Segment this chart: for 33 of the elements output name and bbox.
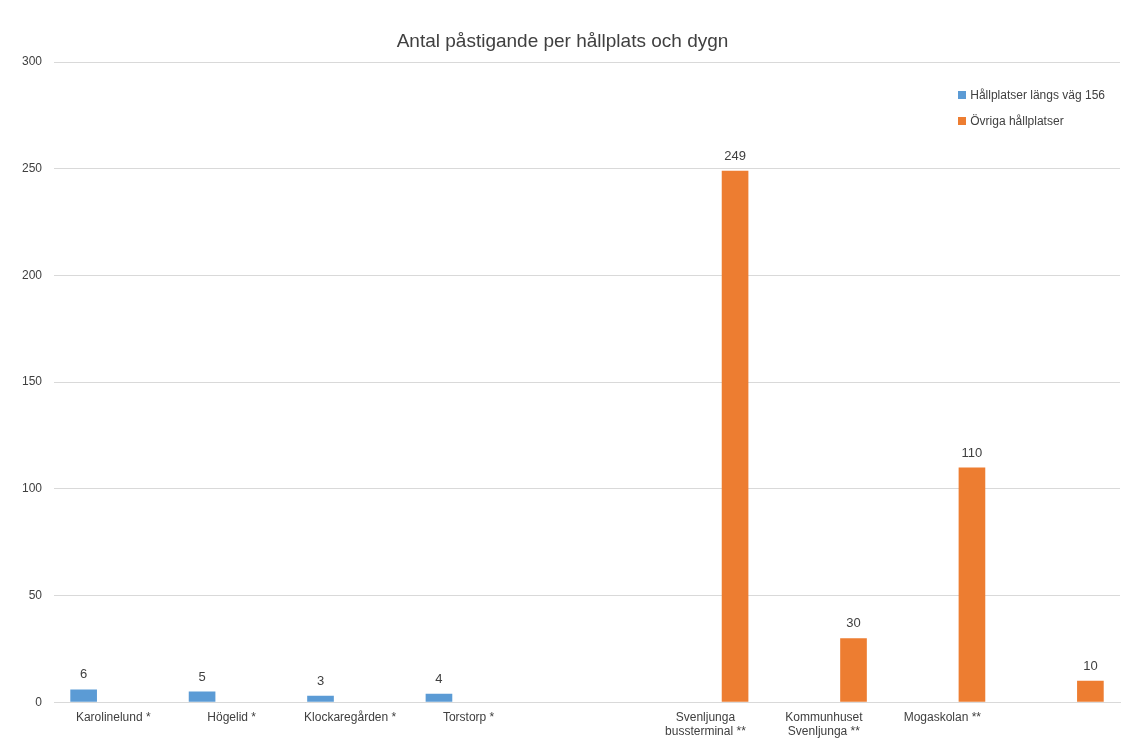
- bar: [70, 689, 97, 702]
- data-label: 6: [80, 666, 88, 682]
- x-tick-label: Mogaskolan **: [903, 709, 982, 724]
- data-label: 249: [724, 147, 746, 163]
- bar: [188, 691, 216, 702]
- bar: [307, 695, 334, 702]
- y-tick-label: 0: [35, 694, 43, 709]
- data-label: 4: [435, 670, 443, 686]
- y-tick-label: 100: [21, 481, 43, 496]
- y-tick-label: 300: [21, 54, 43, 69]
- data-label: 10: [1083, 657, 1098, 673]
- legend-label: Hållplatser längs väg 156: [970, 88, 1105, 102]
- x-tick-label: Högelid *: [207, 709, 257, 724]
- x-tick-label: Klockaregården *: [304, 709, 397, 724]
- bar: [425, 693, 453, 702]
- bar: [1077, 680, 1104, 702]
- x-tick-label: Svenljunga bussterminal **: [665, 709, 747, 739]
- x-tick-label: Torstorp *: [442, 709, 495, 724]
- x-tick-label: Karolinelund *: [75, 709, 151, 724]
- chart-title: Antal påstigande per hållplats och dygn: [395, 30, 730, 52]
- bar: [958, 467, 986, 702]
- data-label: 5: [198, 668, 206, 684]
- data-label: 30: [846, 615, 861, 631]
- bar: [721, 170, 749, 702]
- y-tick-label: 200: [21, 267, 43, 282]
- legend-label: Övriga hållplatser: [970, 114, 1064, 128]
- data-label: 3: [316, 672, 325, 688]
- data-label: 110: [961, 444, 983, 460]
- y-tick-label: 250: [21, 161, 43, 176]
- y-tick-label: 150: [21, 374, 43, 389]
- x-tick-label: Kommunhuset Svenljunga **: [785, 709, 864, 739]
- y-tick-label: 50: [28, 587, 43, 602]
- bar: [840, 638, 867, 702]
